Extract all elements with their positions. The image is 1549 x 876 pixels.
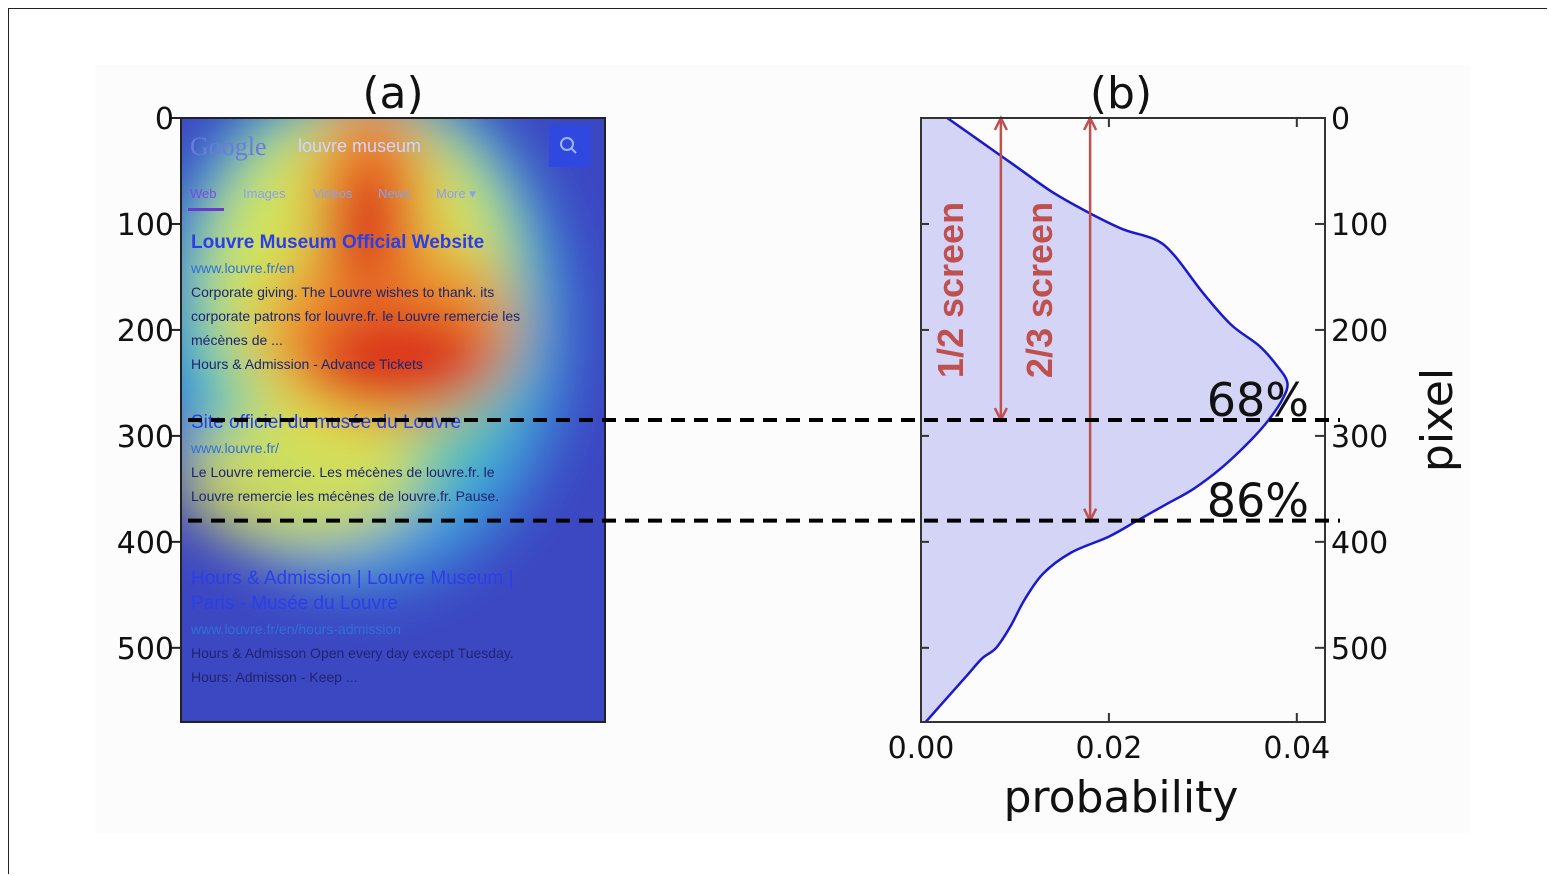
left-pixel-axis: 0 100 200 300 400 500 xyxy=(117,102,181,667)
left-tick-label: 500 xyxy=(117,632,174,667)
result-snippet-line: Louvre remercie les mécènes de louvre.fr… xyxy=(191,488,499,504)
result-title[interactable]: Hours & Admission | Louvre Museum | xyxy=(191,568,513,589)
left-tick-label: 300 xyxy=(117,420,174,455)
right-tick-label: 0 xyxy=(1331,102,1350,137)
active-tab-indicator xyxy=(188,208,224,211)
search-tab[interactable]: Images xyxy=(243,186,286,201)
result-snippet-line: Le Louvre remercie. Les mécènes de louvr… xyxy=(191,464,495,480)
x-axis-label: probability xyxy=(1004,772,1239,823)
result-url: www.louvre.fr/en/hours-admission xyxy=(190,621,401,637)
probability-plot: 1/2 screen 2/3 screen 0 100 200 300 400 500 0.… xyxy=(888,102,1463,823)
google-logo: Google xyxy=(190,132,267,161)
right-tick-label: 300 xyxy=(1331,420,1388,455)
threshold-percent-label: 68% xyxy=(1207,373,1309,427)
threshold: 86% xyxy=(188,474,1340,528)
left-tick-label: 200 xyxy=(117,314,174,349)
right-tick-label: 200 xyxy=(1331,314,1388,349)
screen-annotations: 1/2 screen 2/3 screen xyxy=(930,115,1098,524)
result-snippet-line: Hours & Admisson Open every day except T… xyxy=(191,645,514,661)
result-url: www.louvre.fr/ xyxy=(190,440,279,456)
panel-a-label: (a) xyxy=(362,68,423,119)
search-button[interactable] xyxy=(549,125,591,167)
left-tick-label: 100 xyxy=(117,208,174,243)
search-result: Site officiel du musée du Louvre www.louv… xyxy=(190,412,499,504)
heatmap-screenshot-panel: Google louvre museum Web Images Videos News… xyxy=(180,117,606,723)
x-tick-label: 0.04 xyxy=(1263,731,1330,766)
search-tab[interactable]: More ▾ xyxy=(436,186,476,201)
left-tick-label: 400 xyxy=(117,526,174,561)
right-tick-label: 400 xyxy=(1331,526,1388,561)
right-pixel-axis: 0 100 200 300 400 500 xyxy=(921,102,1388,667)
search-tabs: Web Images Videos News More ▾ xyxy=(190,186,476,201)
search-tab[interactable]: Web xyxy=(190,186,217,201)
search-query[interactable]: louvre museum xyxy=(298,136,421,156)
search-icon xyxy=(560,137,577,154)
search-results-page: Google louvre museum Web Images Videos News… xyxy=(188,125,591,685)
threshold-percent-label: 86% xyxy=(1207,474,1309,528)
result-title[interactable]: Site officiel du musée du Louvre xyxy=(191,412,461,433)
right-tick-label: 100 xyxy=(1331,208,1388,243)
search-result: Louvre Museum Official Website www.louvre… xyxy=(190,232,520,372)
figure-frame xyxy=(8,8,1547,874)
x-tick-label: 0.00 xyxy=(888,731,955,766)
result-snippet-line: corporate patrons for louvre.fr. le Louv… xyxy=(191,308,520,324)
threshold: 68% xyxy=(188,373,1340,427)
search-results-list: Louvre Museum Official Website www.louvre… xyxy=(190,232,520,685)
annotation-label: 1/2 screen xyxy=(930,202,971,378)
left-tick-label: 0 xyxy=(155,102,174,137)
y-axis-label: pixel xyxy=(1412,368,1463,472)
probability-axis: 0.00 0.02 0.04 xyxy=(888,118,1330,766)
search-tab[interactable]: Videos xyxy=(313,186,353,201)
x-tick-label: 0.02 xyxy=(1076,731,1143,766)
search-result: Hours & Admission | Louvre Museum | Paris… xyxy=(190,568,514,685)
screen-annotation: 1/2 screen xyxy=(930,115,1008,423)
density-area xyxy=(921,118,1288,722)
density-curve xyxy=(924,118,1289,722)
annotation-label: 2/3 screen xyxy=(1019,202,1060,378)
result-snippet-line: mécènes de ... xyxy=(191,332,283,348)
right-tick-label: 500 xyxy=(1331,632,1388,667)
panel-b-label: (b) xyxy=(1090,68,1152,119)
result-url: www.louvre.fr/en xyxy=(190,260,294,276)
search-tab[interactable]: News xyxy=(378,186,411,201)
result-title[interactable]: Paris - Musée du Louvre xyxy=(191,593,398,614)
result-title[interactable]: Louvre Museum Official Website xyxy=(191,232,484,253)
screen-annotation: 2/3 screen xyxy=(1019,115,1098,524)
result-snippet-line: Corporate giving. The Louvre wishes to t… xyxy=(191,284,494,300)
result-snippet-line: Hours: Admisson - Keep ... xyxy=(191,669,358,685)
threshold-lines: 68% 86% xyxy=(188,373,1340,528)
result-snippet-line: Hours & Admission - Advance Tickets xyxy=(191,356,423,372)
